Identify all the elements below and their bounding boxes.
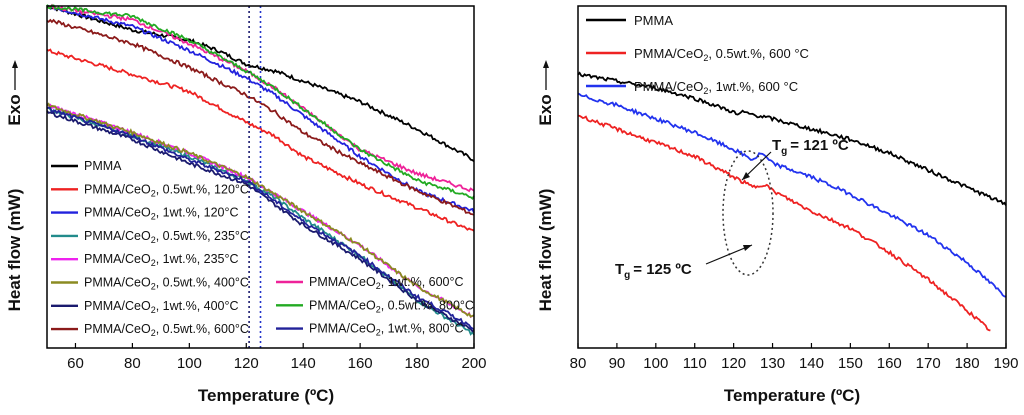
x-tick-label: 160 — [348, 355, 373, 372]
x-tick-label: 80 — [124, 355, 141, 372]
left-legend: PMMA PMMA/CeO2, 0.5wt.%, 120°C PMMA/CeO2, … — [51, 159, 474, 338]
legend-label: PMMA/CeO2, 1wt.%, 800°C — [309, 322, 464, 338]
right-legend: PMMA PMMA/CeO2, 0.5wt.%, 600 °C PMMA/CeO2,… — [586, 13, 809, 96]
left-tg-lines — [248, 6, 262, 348]
tg-125-symbol: T — [615, 261, 624, 278]
x-tick-label: 120 — [721, 355, 746, 372]
tg-121-subscript: g — [781, 146, 787, 157]
series-line-1-pmma-ceo-1wt-600-c — [577, 92, 1007, 298]
right-y-axis-title: Heat flow (mW) — [536, 189, 555, 312]
x-tick-label: 120 — [234, 355, 259, 372]
legend-label: PMMA/CeO2, 0.5wt.%, 600°C — [84, 322, 249, 338]
tg-121-annotation: Tg = 121 ºC — [741, 137, 849, 181]
series-line-1-pmma-ceo-0-5wt-600-c — [577, 114, 991, 332]
x-tick-label: 100 — [177, 355, 202, 372]
right-x-axis-title: Temperature (ºC) — [724, 386, 860, 405]
left-y-axis-title: Heat flow (mW) — [5, 189, 24, 312]
left-plot-frame — [46, 5, 475, 349]
legend-label: PMMA/CeO2, 1wt.%, 235°C — [84, 252, 239, 268]
x-tick-label: 180 — [955, 355, 980, 372]
x-tick-label: 190 — [993, 355, 1018, 372]
tg-125-annotation: Tg = 125 ºC — [615, 244, 753, 281]
tg-highlight-ellipse — [722, 150, 774, 276]
series-line-0-pmma-ceo-1wt-120-c — [46, 4, 475, 214]
left-exo-label: Exo — [5, 94, 24, 125]
series-line-0-pmma-ceo-1wt-600-c — [46, 3, 475, 193]
x-tick-label: 170 — [916, 355, 941, 372]
tg-125-value: = 125 ºC — [633, 261, 692, 278]
left-exo-arrow — [12, 60, 18, 90]
x-tick-label: 200 — [461, 355, 486, 372]
x-tick-label: 180 — [405, 355, 430, 372]
series-line-1-pmma — [577, 71, 1007, 206]
tg-125-subscript: g — [624, 270, 630, 281]
series-line-0-pmma-ceo-0-5wt-800-c — [46, 4, 475, 200]
x-tick-label: 110 — [683, 355, 707, 372]
left-panel: 60 80 100 120 140 160 180 200 Temperature (ºC) … — [5, 3, 487, 405]
tg-121-symbol: T — [772, 137, 781, 154]
x-tick-label: 90 — [609, 355, 626, 372]
legend-label: PMMA/CeO2, 0.5wt.%, 800°C — [309, 298, 474, 314]
legend-label: PMMA — [84, 159, 122, 173]
legend-label: PMMA/CeO2, 0.5wt.%, 400°C — [84, 276, 249, 292]
x-tick-label: 80 — [570, 355, 587, 372]
x-tick-label: 140 — [799, 355, 824, 372]
right-panel: 80 90 100 110 120 130 140 150 160 170 180 190 Tempe… — [536, 5, 1019, 405]
x-tick-label: 100 — [643, 355, 668, 372]
legend-label: PMMA/CeO2, 0.5wt.%, 600 °C — [634, 46, 809, 63]
legend-label: PMMA/CeO2, 0.5wt.%, 120°C — [84, 182, 249, 198]
right-x-ticks: 80 90 100 110 120 130 140 150 160 170 180 190 — [570, 343, 1019, 372]
series-line-0-pmma — [46, 5, 475, 163]
legend-label: PMMA/CeO2, 1wt.%, 400°C — [84, 299, 239, 315]
legend-label: PMMA — [634, 13, 673, 28]
x-tick-label: 130 — [760, 355, 785, 372]
x-tick-label: 60 — [67, 355, 84, 372]
left-x-ticks: 60 80 100 120 140 160 180 200 — [67, 343, 487, 372]
left-x-axis-title: Temperature (ºC) — [198, 386, 334, 405]
legend-label: PMMA/CeO2, 1wt.%, 600 °C — [634, 79, 798, 96]
legend-label: PMMA/CeO2, 0.5wt.%, 235°C — [84, 229, 249, 245]
legend-label: PMMA/CeO2, 1wt.%, 600°C — [309, 275, 464, 291]
right-plot-frame — [577, 5, 1007, 349]
series-line-0-pmma-ceo-0-5wt-400-c — [46, 102, 475, 318]
svg-text:Tg= 121 ºC: Tg = 121 ºC — [772, 137, 849, 157]
legend-label: PMMA/CeO2, 1wt.%, 120°C — [84, 206, 239, 222]
x-tick-label: 160 — [877, 355, 902, 372]
tg-121-value: = 121 ºC — [790, 137, 849, 154]
x-tick-label: 150 — [838, 355, 863, 372]
right-exo-label: Exo — [536, 94, 555, 125]
series-line-0-pmma-ceo-1wt-800-c — [46, 106, 475, 330]
svg-text:Tg= 125 ºC: Tg = 125 ºC — [615, 261, 692, 281]
right-series-group — [577, 71, 1007, 332]
x-tick-label: 140 — [291, 355, 316, 372]
right-exo-arrow — [543, 60, 549, 90]
